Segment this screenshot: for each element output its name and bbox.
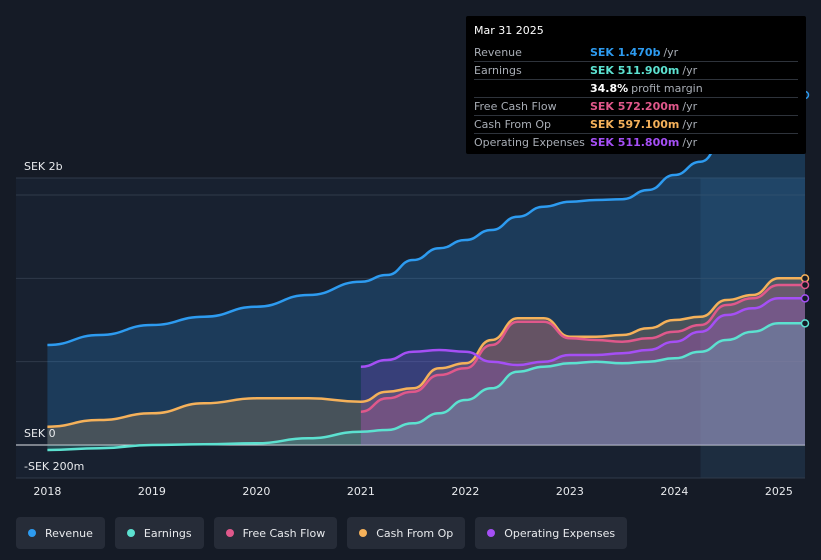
area-revenue [47,95,805,445]
tooltip-value: 34.8% [590,82,629,95]
tooltip-row: Earnings SEK 511.900m/yr [474,61,798,79]
x-tick-label: 2021 [347,485,375,498]
highlight-region [700,178,805,478]
line-revenue [47,93,805,347]
legend-item-free-cash-flow[interactable]: Free Cash Flow [213,517,338,549]
area-operating-expenses [360,298,805,445]
line-free-cash-flow [360,283,805,413]
legend-label: Cash From Op [376,526,454,540]
line-operating-expenses [360,297,805,368]
tooltip-date: Mar 31 2025 [474,24,544,37]
tooltip-label: Operating Expenses [474,136,585,149]
tooltip-unit: /yr [682,100,698,113]
legend-item-revenue[interactable]: Revenue [16,517,105,549]
legend: Revenue Earnings Free Cash Flow Cash From O… [16,517,628,549]
y-axis-label: SEK 2b [24,160,63,173]
plot-background [16,178,805,478]
area-earnings [47,323,805,450]
legend-item-earnings[interactable]: Earnings [114,517,204,549]
tooltip-label [474,80,590,97]
area-free-cash-flow [360,285,805,445]
axis-layer: SEK 2b SEK 0 -SEK 200m 2018 2019 2020 2021 2022… [24,160,793,498]
tooltip-row: 34.8% profit margin [474,79,798,97]
legend-label: Earnings [143,526,192,540]
legend-item-operating-expenses[interactable]: Operating Expenses [475,517,628,549]
tooltip-unit: profit margin [631,82,703,95]
legend-item-cash-from-op[interactable]: Cash From Op [347,517,466,549]
x-tick-label: 2020 [242,485,270,498]
area-cash-from-op [47,278,805,445]
tooltip-value: SEK 1.470b [590,46,661,59]
tooltip-label: Cash From Op [474,118,552,131]
legend-label: Revenue [45,526,93,540]
endpoint-earnings [800,319,810,328]
tooltip-value: SEK 597.100m [590,118,680,131]
tooltip-row: Revenue SEK 1.470b/yr [474,44,798,61]
tooltip-unit: /yr [682,64,698,77]
tooltip-unit: /yr [682,136,698,149]
tooltip-row: Operating Expenses SEK 511.800m/yr [474,133,798,151]
tooltip-value: SEK 572.200m [590,100,680,113]
tooltip-row: Cash From Op SEK 597.100m/yr [474,115,798,133]
tooltip-unit: /yr [682,118,698,131]
tooltip-label: Earnings [474,64,522,77]
legend-label: Operating Expenses [504,526,616,540]
x-tick-label: 2025 [765,485,793,498]
tooltip-label: Free Cash Flow [474,100,557,113]
legend-dot-icon [28,529,36,537]
legend-dot-icon [225,529,234,537]
legend-dot-icon [126,529,135,537]
tooltip-row: Free Cash Flow SEK 572.200m/yr [474,97,798,115]
legend-dot-icon [487,529,496,537]
lines-layer [47,90,810,452]
endpoint-operating-expenses [800,294,810,303]
y-axis-label: -SEK 200m [24,460,84,473]
legend-dot-icon [359,529,368,537]
x-tick-label: 2022 [451,485,479,498]
line-cash-from-op [47,277,805,428]
x-tick-label: 2023 [556,485,584,498]
tooltip-label: Revenue [474,46,522,59]
x-tick-label: 2024 [660,485,688,498]
grid-layer [16,177,805,479]
x-tick-label: 2019 [138,485,166,498]
tooltip-value: SEK 511.800m [590,136,680,149]
endpoint-free-cash-flow [800,280,810,290]
tooltip-value: SEK 511.900m [590,64,680,77]
areas-layer [47,95,805,450]
y-axis-label: SEK 0 [24,427,56,440]
line-earnings [47,322,805,452]
tooltip-unit: /yr [663,46,679,59]
chart-canvas: SEK 2b SEK 0 -SEK 200m 2018 2019 2020 2021 2022… [16,90,810,498]
tooltip: Mar 31 2025 Revenue SEK 1.470b/yr Earnings… [466,16,806,154]
legend-label: Free Cash Flow [242,526,326,540]
x-tick-label: 2018 [33,485,61,498]
